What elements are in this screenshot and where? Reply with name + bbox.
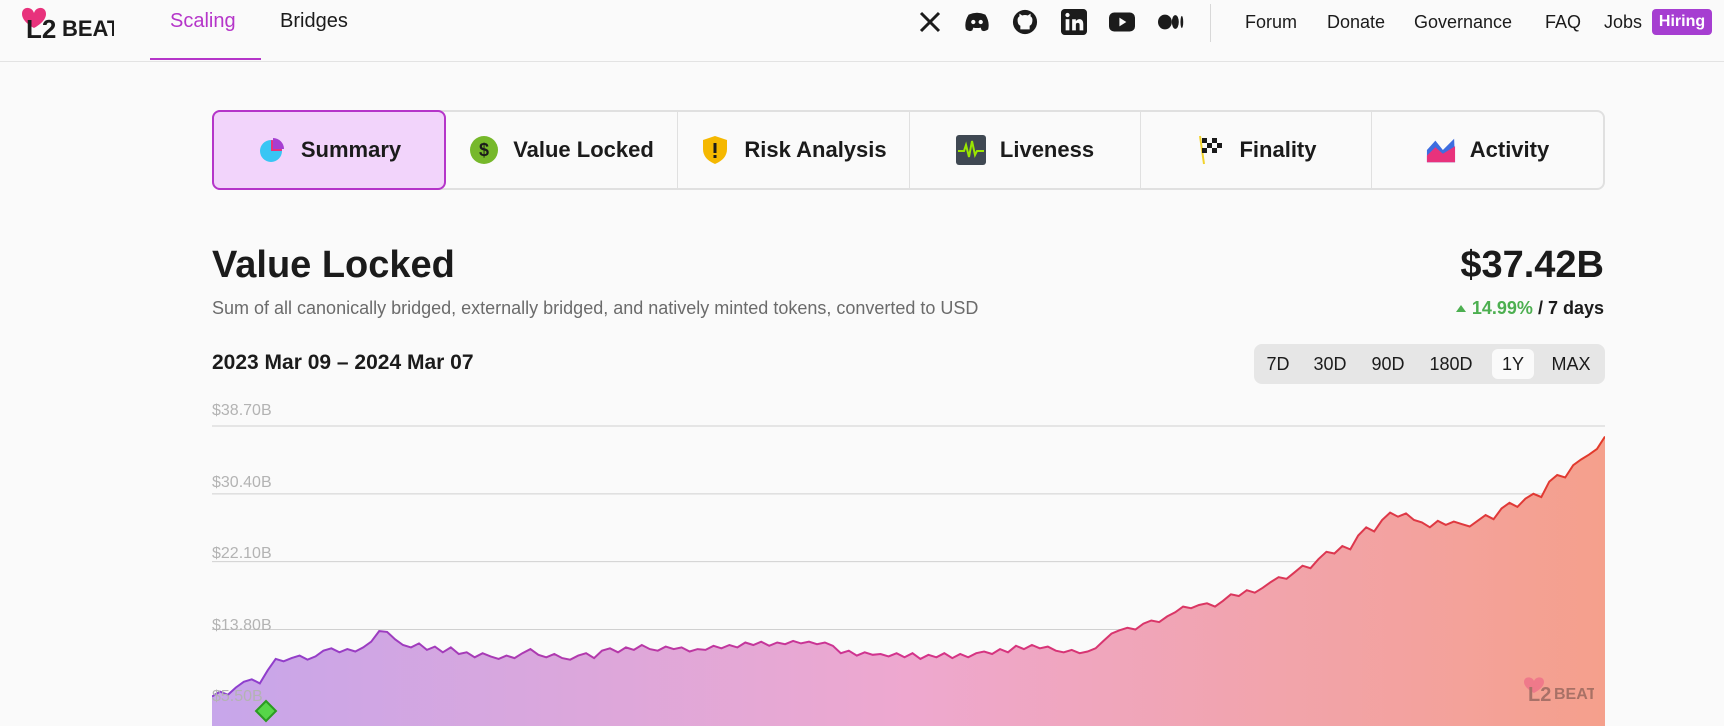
dollar-icon: $ [469,135,499,165]
y-tick-label: $30.40B [212,474,272,491]
y-tick-label: $22.10B [212,545,272,562]
range-button-180d[interactable]: 180D [1429,354,1473,374]
top-nav: L2 BEAT Scaling Bridges Forum Donate Gov… [0,0,1724,62]
tab-label: Summary [300,137,402,162]
nav-divider [1210,4,1211,42]
l2beat-watermark-logo: L2 BEAT [1524,677,1594,704]
checkered-flag-icon [1195,135,1225,165]
nav-tab-bridges[interactable]: Bridges [280,10,348,32]
svg-text:L2: L2 [1528,684,1551,704]
page-description: Sum of all canonically bridged, external… [212,298,979,318]
shield-warning-icon [700,135,730,165]
up-arrow-icon [1455,305,1466,312]
page-title: Value Locked [212,244,455,286]
tab-summary[interactable]: Summary [212,110,446,190]
nav-link-forum[interactable]: Forum [1245,12,1298,32]
range-button-7d[interactable]: 7D [1266,354,1290,374]
tab-divider [909,112,910,188]
tab-activity[interactable]: Activity [1372,112,1603,188]
youtube-icon[interactable] [1109,9,1135,35]
activity-chart-icon [1426,135,1456,165]
tab-value-locked[interactable]: $ Value Locked [446,112,677,188]
change-period: / 7 days [1537,298,1604,318]
pie-chart-icon [257,135,287,165]
nav-link-governance[interactable]: Governance [1414,12,1513,32]
nav-link-donate[interactable]: Donate [1327,12,1386,32]
svg-text:L2: L2 [26,14,56,44]
chart-svg [212,425,1605,726]
nav-link-jobs[interactable]: Jobs [1604,12,1643,32]
tab-label: Activity [1469,137,1550,162]
tab-label: Value Locked [513,137,654,162]
tab-label: Risk Analysis [744,137,887,162]
tab-finality[interactable]: Finality [1141,112,1371,188]
medium-icon[interactable] [1158,9,1184,35]
svg-text:BEAT: BEAT [62,16,114,41]
svg-text:$: $ [479,140,489,160]
pulse-icon [955,135,986,165]
change-percent: 14.99% [1471,298,1533,318]
github-icon[interactable] [1012,9,1038,35]
time-range-selector: 7D 30D 90D 180D 1Y MAX [1254,344,1605,384]
date-range: 2023 Mar 09 – 2024 Mar 07 [212,351,474,374]
range-button-max[interactable]: MAX [1551,354,1591,374]
svg-text:BEAT: BEAT [1554,686,1594,703]
l2beat-logo[interactable]: L2 BEAT [18,4,114,44]
active-tab-indicator [150,58,261,60]
tab-liveness[interactable]: Liveness [910,112,1140,188]
tab-divider [677,112,678,188]
y-tick-label: $38.70B [212,402,272,419]
range-button-30d[interactable]: 30D [1313,354,1347,374]
tab-divider [1140,112,1141,188]
section-tabs: Summary $ Value Locked Risk Analysis Liv… [212,110,1605,190]
discord-icon[interactable] [964,9,990,35]
value-locked-chart[interactable]: $38.70B $30.40B $22.10B $13.80B $5.50B [212,396,1605,726]
x-icon[interactable] [917,9,943,35]
value-change: 14.99% / 7 days [1455,298,1604,319]
range-button-1y[interactable]: 1Y [1492,349,1534,379]
tab-divider [1371,112,1372,188]
hiring-badge[interactable]: Hiring [1652,9,1712,35]
linkedin-icon[interactable] [1061,9,1087,35]
chart-line [212,435,1605,698]
total-value: $37.42B [1460,244,1604,286]
nav-link-faq[interactable]: FAQ [1545,12,1582,32]
tab-label: Finality [1239,137,1317,162]
range-button-90d[interactable]: 90D [1371,354,1405,374]
y-tick-label: $13.80B [212,617,272,634]
y-tick-label: $5.50B [212,688,263,705]
chart-area [212,436,1605,726]
tab-label: Liveness [999,137,1095,162]
tab-risk-analysis[interactable]: Risk Analysis [678,112,909,188]
nav-tab-scaling[interactable]: Scaling [170,10,236,32]
